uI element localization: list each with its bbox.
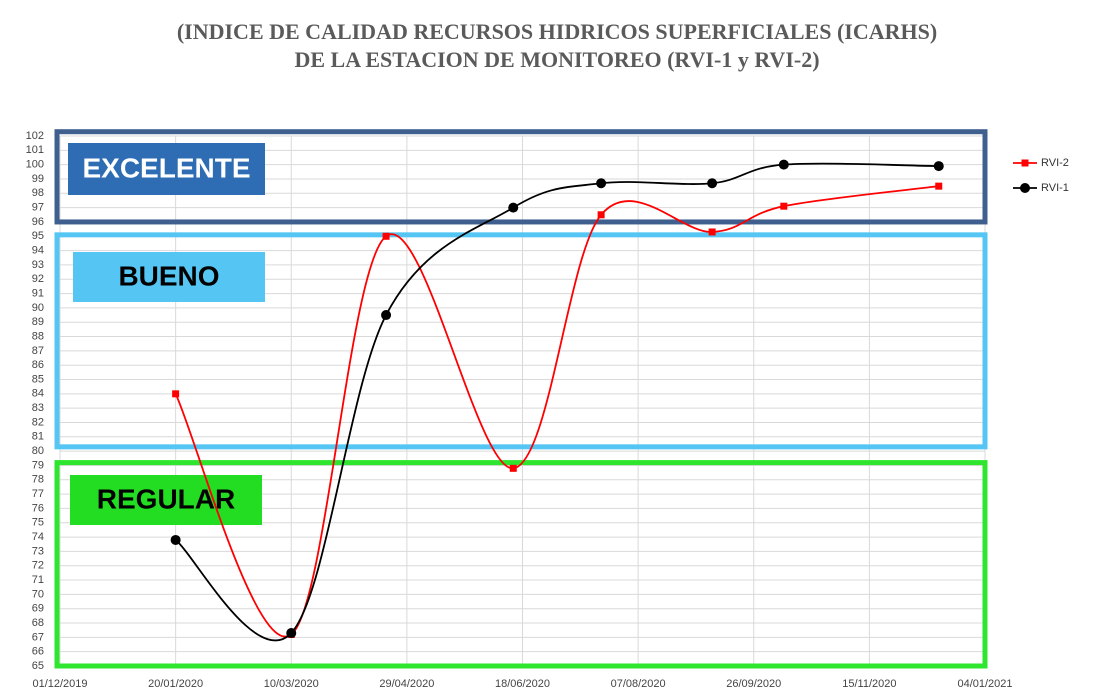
y-tick-label: 80: [32, 445, 44, 457]
chart-title: DE LA ESTACION DE MONITOREO (RVI-1 y RVI…: [294, 47, 819, 72]
marker: [778, 159, 789, 170]
y-tick-label: 97: [32, 202, 44, 214]
zone-label-box: [68, 143, 265, 195]
zone: [54, 129, 988, 225]
marker: [596, 178, 607, 189]
x-tick-label: 15/11/2020: [842, 678, 896, 690]
x-tick-label: 10/03/2020: [264, 678, 319, 690]
y-tick-label: 67: [32, 631, 44, 643]
y-tick-label: 88: [32, 330, 44, 342]
y-tick-label: 82: [32, 416, 44, 428]
y-tick-label: 102: [26, 130, 44, 142]
y-tick-label: 100: [26, 159, 44, 171]
marker: [935, 182, 943, 190]
y-tick-label: 70: [32, 588, 44, 600]
y-tick-label: 72: [32, 560, 44, 572]
y-tick-label: 90: [32, 302, 44, 314]
x-tick-label: 29/04/2020: [379, 678, 434, 690]
marker: [170, 534, 181, 545]
y-tick-label: 99: [32, 173, 44, 185]
legend-marker: [1020, 183, 1030, 193]
y-tick-label: 93: [32, 259, 44, 271]
y-tick-label: 65: [32, 660, 44, 672]
y-tick-label: 79: [32, 459, 44, 471]
y-tick-label: 98: [32, 187, 44, 199]
y-tick-label: 75: [32, 517, 44, 529]
marker: [381, 310, 392, 321]
legend-label: RVI-2: [1041, 157, 1069, 169]
x-tick-label: 04/01/2021: [957, 678, 1012, 690]
x-tick-label: 18/06/2020: [495, 678, 550, 690]
y-tick-label: 76: [32, 502, 44, 514]
x-tick-label: 20/01/2020: [148, 678, 203, 690]
marker: [707, 178, 718, 189]
legend-label: RVI-1: [1041, 182, 1069, 194]
y-tick-label: 95: [32, 230, 44, 242]
y-tick-label: 68: [32, 617, 44, 629]
y-tick-label: 71: [32, 574, 44, 586]
y-tick-label: 96: [32, 216, 44, 228]
y-tick-label: 73: [32, 545, 44, 557]
x-tick-label: 01/12/2019: [32, 678, 87, 690]
y-tick-label: 87: [32, 345, 44, 357]
y-tick-label: 74: [32, 531, 44, 543]
marker: [509, 464, 517, 472]
chart-title: (INDICE DE CALIDAD RECURSOS HIDRICOS SUP…: [177, 19, 937, 44]
zone-label: BUENO: [118, 260, 219, 291]
zone-label: REGULAR: [97, 483, 235, 514]
marker: [382, 232, 390, 240]
y-tick-label: 85: [32, 373, 44, 385]
y-tick-label: 84: [32, 388, 44, 400]
marker: [933, 161, 944, 172]
y-tick-label: 89: [32, 316, 44, 328]
marker: [508, 202, 519, 213]
y-tick-label: 91: [32, 287, 44, 299]
zone-label: EXCELENTE: [82, 152, 250, 183]
zone: [54, 460, 988, 669]
y-tick-label: 94: [32, 245, 44, 257]
y-tick-label: 66: [32, 646, 44, 658]
y-tick-label: 78: [32, 474, 44, 486]
marker: [286, 628, 297, 639]
y-tick-label: 86: [32, 359, 44, 371]
marker: [597, 211, 605, 219]
y-tick-label: 69: [32, 603, 44, 615]
zone-label-box: [73, 252, 265, 302]
y-tick-label: 77: [32, 488, 44, 500]
y-tick-label: 81: [32, 431, 44, 443]
y-tick-label: 83: [32, 402, 44, 414]
marker: [172, 390, 180, 398]
x-tick-label: 07/08/2020: [611, 678, 666, 690]
x-tick-label: 26/09/2020: [726, 678, 781, 690]
marker: [780, 202, 788, 210]
y-tick-label: 92: [32, 273, 44, 285]
zone-label-box: [70, 475, 262, 525]
y-tick-label: 101: [26, 144, 44, 156]
legend-marker: [1021, 159, 1029, 167]
marker: [708, 228, 716, 236]
zone: [54, 232, 988, 450]
